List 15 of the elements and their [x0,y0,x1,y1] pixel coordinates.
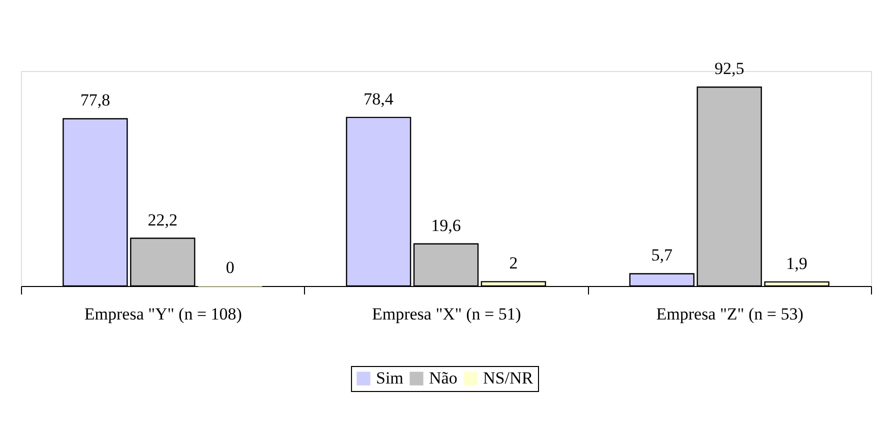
x-tick-label: Empresa "Y" (n = 108) [84,304,242,324]
x-tick-label: Empresa "X" (n = 51) [372,304,522,324]
data-label: 5,7 [651,246,673,265]
data-label: 77,8 [80,90,110,110]
data-label: 0 [226,258,234,277]
legend-label: Sim [376,368,404,388]
data-label: 22,2 [148,210,178,230]
data-label: 92,5 [714,59,744,78]
legend-label: NS/NR [483,368,534,388]
data-label: 1,9 [786,254,808,273]
data-label: 19,6 [431,216,461,235]
data-label: 2 [509,254,518,273]
x-tick-label: Empresa "Z" (n = 53) [656,304,804,324]
data-label: 78,4 [364,89,394,108]
legend-label: Não [429,368,458,388]
